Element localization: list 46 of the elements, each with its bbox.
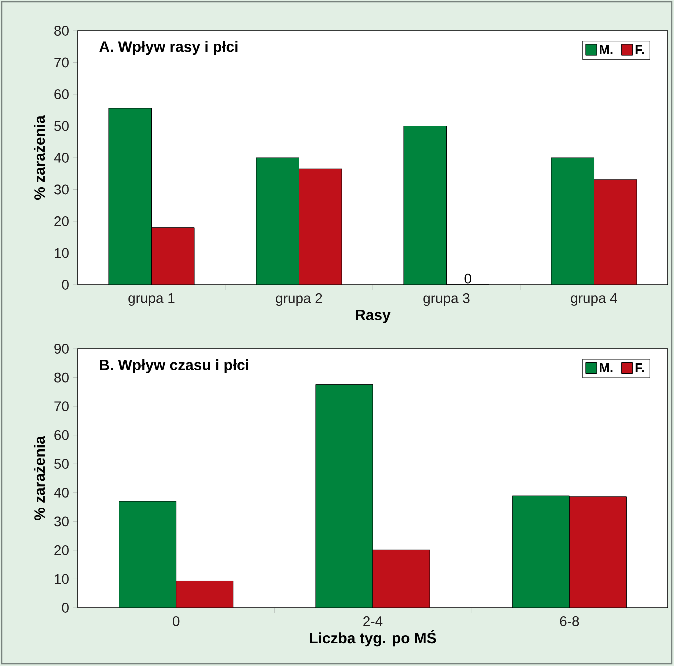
text: B. Wpływ czasu i płci: [100, 359, 248, 374]
y-tick-label: 30: [54, 516, 69, 527]
y-tick-label: 40: [54, 153, 69, 163]
legend-label: F.: [636, 45, 644, 54]
y-tick-label: 40: [54, 488, 69, 498]
x-tick-label: 2-4: [364, 616, 383, 626]
y-tick-label: 60: [54, 430, 69, 440]
bar: [594, 180, 638, 285]
bar: [569, 496, 627, 608]
y-tick-label: 60: [54, 90, 69, 100]
x-axis-title: Rasy: [356, 310, 391, 324]
legend-label: F.: [636, 364, 644, 372]
bar: [316, 384, 374, 608]
y-tick-label: 70: [54, 402, 69, 412]
y-tick-label: 10: [55, 574, 69, 584]
bar: [299, 168, 342, 285]
text: A. Wpływ rasy i płci: [100, 41, 238, 56]
y-tick-label: 50: [54, 121, 69, 132]
x-tick-label: 0: [173, 616, 180, 626]
x-tick-label: grupa 2: [276, 294, 322, 306]
bar: [152, 228, 195, 285]
x-tick-label: grupa 3: [424, 294, 470, 306]
data-label: 0: [464, 274, 472, 284]
y-axis-title: % zarażenia: [34, 436, 46, 520]
y-tick-label: 20: [54, 545, 69, 556]
bar: [372, 550, 430, 608]
legend-label: M.: [600, 45, 613, 54]
y-tick-label: 10: [55, 248, 69, 258]
y-tick-label: 30: [54, 184, 69, 195]
x-axis-title: Liczba tyg. po MŚ: [310, 630, 436, 647]
y-tick-label: 0: [62, 603, 69, 613]
bar: [176, 580, 234, 608]
y-axis-title: % zarażenia: [34, 116, 46, 200]
y-tick-label: 0: [62, 280, 69, 290]
x-tick-label: grupa 1: [128, 294, 175, 306]
x-tick-label: 6-8: [560, 616, 580, 626]
y-tick-label: 20: [54, 216, 69, 226]
y-tick-label: 70: [54, 58, 69, 68]
y-tick-label: 90: [54, 344, 69, 354]
bar: [119, 501, 177, 608]
bar: [512, 496, 570, 608]
x-tick-label: grupa 4: [571, 294, 618, 306]
legend-label: M.: [600, 364, 613, 372]
y-tick-label: 80: [54, 26, 69, 36]
y-tick-label: 50: [54, 459, 69, 470]
y-tick-label: 80: [54, 372, 69, 383]
